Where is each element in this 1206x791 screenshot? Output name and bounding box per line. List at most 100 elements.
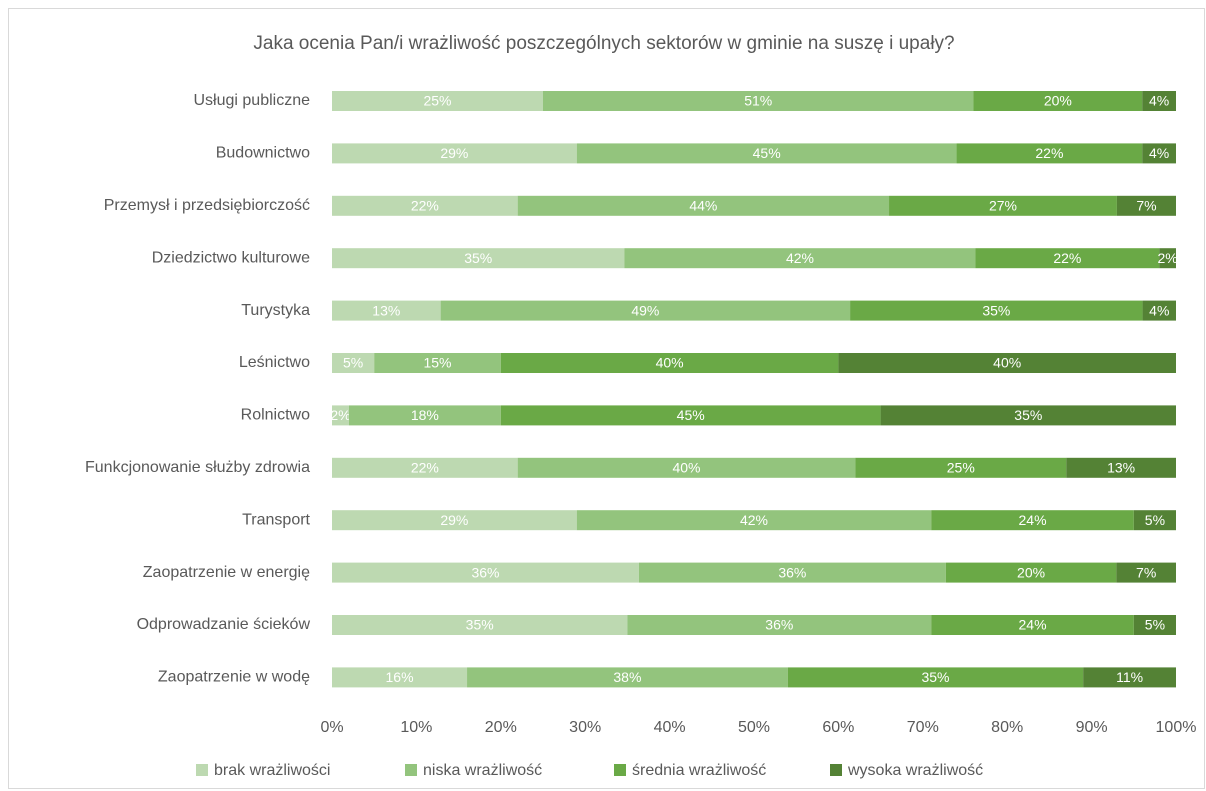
data-label: 22% bbox=[1035, 145, 1063, 161]
bar-segment bbox=[543, 91, 974, 111]
data-label: 2% bbox=[330, 407, 350, 423]
y-tick-label: Leśnictwo bbox=[239, 354, 310, 371]
data-label: 29% bbox=[440, 145, 468, 161]
data-label: 24% bbox=[1019, 512, 1047, 528]
bar-segment bbox=[1116, 562, 1176, 583]
bar-segment bbox=[332, 91, 543, 111]
data-label: 5% bbox=[1145, 512, 1165, 528]
data-label: 4% bbox=[1149, 302, 1169, 318]
x-tick-label: 70% bbox=[907, 719, 939, 736]
data-label: 38% bbox=[613, 669, 641, 685]
y-tick-label: Transport bbox=[242, 511, 310, 528]
bar-segment bbox=[440, 300, 851, 321]
bar-segment bbox=[332, 143, 577, 164]
data-label: 35% bbox=[921, 669, 949, 685]
x-tick-label: 100% bbox=[1156, 719, 1197, 736]
bar-segment bbox=[1066, 457, 1176, 478]
x-tick-label: 80% bbox=[991, 719, 1023, 736]
data-label: 25% bbox=[423, 93, 451, 109]
data-label: 36% bbox=[471, 564, 499, 580]
data-label: 51% bbox=[744, 93, 772, 109]
data-label: 7% bbox=[1136, 564, 1156, 580]
legend-swatch bbox=[196, 764, 208, 776]
chart-frame bbox=[8, 8, 1205, 789]
bar-segment bbox=[624, 248, 976, 269]
x-tick-label: 60% bbox=[822, 719, 854, 736]
data-label: 5% bbox=[343, 355, 363, 371]
data-label: 11% bbox=[1116, 669, 1143, 685]
bar-segment bbox=[500, 405, 881, 426]
x-tick-label: 30% bbox=[569, 719, 601, 736]
data-label: 49% bbox=[631, 302, 659, 318]
legend-label: niska wrażliwość bbox=[423, 762, 542, 779]
bar-segment bbox=[850, 300, 1143, 321]
data-label: 5% bbox=[1145, 617, 1165, 633]
bar-segment bbox=[838, 353, 1176, 373]
bar-segment bbox=[945, 562, 1117, 583]
bar-segment bbox=[931, 510, 1134, 531]
data-label: 22% bbox=[1053, 250, 1081, 266]
data-label: 7% bbox=[1136, 198, 1156, 214]
data-label: 25% bbox=[947, 460, 975, 476]
bar-segment bbox=[787, 667, 1084, 688]
data-label: 22% bbox=[411, 460, 439, 476]
bar-segment bbox=[1133, 615, 1176, 635]
bar-segment bbox=[1133, 510, 1176, 531]
data-label: 42% bbox=[786, 250, 814, 266]
y-tick-label: Przemysł i przedsiębiorczość bbox=[104, 197, 310, 214]
data-label: 35% bbox=[982, 302, 1010, 318]
legend-label: brak wrażliwości bbox=[214, 762, 330, 779]
bar-segment bbox=[348, 405, 501, 426]
bar-segment bbox=[517, 195, 890, 216]
bar-segment bbox=[517, 457, 856, 478]
data-label: 15% bbox=[423, 355, 451, 371]
bar-segment bbox=[332, 615, 628, 635]
bar-segment bbox=[332, 405, 349, 426]
bar-segment bbox=[332, 353, 375, 373]
bar-segment bbox=[1083, 667, 1176, 688]
data-label: 27% bbox=[989, 198, 1017, 214]
bar-segment bbox=[931, 615, 1134, 635]
data-label: 4% bbox=[1149, 93, 1169, 109]
data-label: 16% bbox=[386, 669, 414, 685]
data-label: 40% bbox=[672, 460, 700, 476]
bar-segment bbox=[1142, 300, 1176, 321]
data-label: 45% bbox=[753, 145, 781, 161]
bar-segment bbox=[576, 510, 932, 531]
data-label: 36% bbox=[778, 564, 806, 580]
legend-swatch bbox=[830, 764, 842, 776]
data-label: 13% bbox=[1107, 460, 1135, 476]
data-label: 29% bbox=[440, 512, 468, 528]
bar-segment bbox=[1116, 195, 1176, 216]
y-tick-label: Dziedzictwo kulturowe bbox=[152, 249, 310, 266]
y-tick-label: Odprowadzanie ścieków bbox=[137, 616, 311, 633]
legend-swatch bbox=[614, 764, 626, 776]
bar-segment bbox=[627, 615, 932, 635]
bar-segment bbox=[332, 667, 468, 688]
y-tick-label: Funkcjonowanie służby zdrowia bbox=[85, 459, 310, 476]
x-tick-label: 40% bbox=[654, 719, 686, 736]
bar-segment bbox=[332, 457, 518, 478]
bar-segment bbox=[374, 353, 501, 373]
bar-segment bbox=[1159, 248, 1176, 269]
x-tick-label: 0% bbox=[320, 719, 343, 736]
data-label: 22% bbox=[411, 198, 439, 214]
bar-segment bbox=[332, 562, 639, 583]
data-label: 35% bbox=[464, 250, 492, 266]
x-tick-label: 90% bbox=[1076, 719, 1108, 736]
bar-segment bbox=[855, 457, 1067, 478]
y-tick-label: Budownictwo bbox=[216, 145, 310, 162]
bar-segment bbox=[467, 667, 788, 688]
x-tick-label: 20% bbox=[485, 719, 517, 736]
legend-label: średnia wrażliwość bbox=[632, 762, 766, 779]
x-tick-label: 50% bbox=[738, 719, 770, 736]
data-label: 2% bbox=[1158, 250, 1178, 266]
bar-segment bbox=[1142, 143, 1176, 164]
data-label: 4% bbox=[1149, 145, 1169, 161]
bar-segment bbox=[332, 248, 625, 269]
bar-segment bbox=[332, 195, 518, 216]
data-label: 24% bbox=[1019, 617, 1047, 633]
bar-segment bbox=[956, 143, 1143, 164]
data-label: 35% bbox=[1014, 407, 1042, 423]
